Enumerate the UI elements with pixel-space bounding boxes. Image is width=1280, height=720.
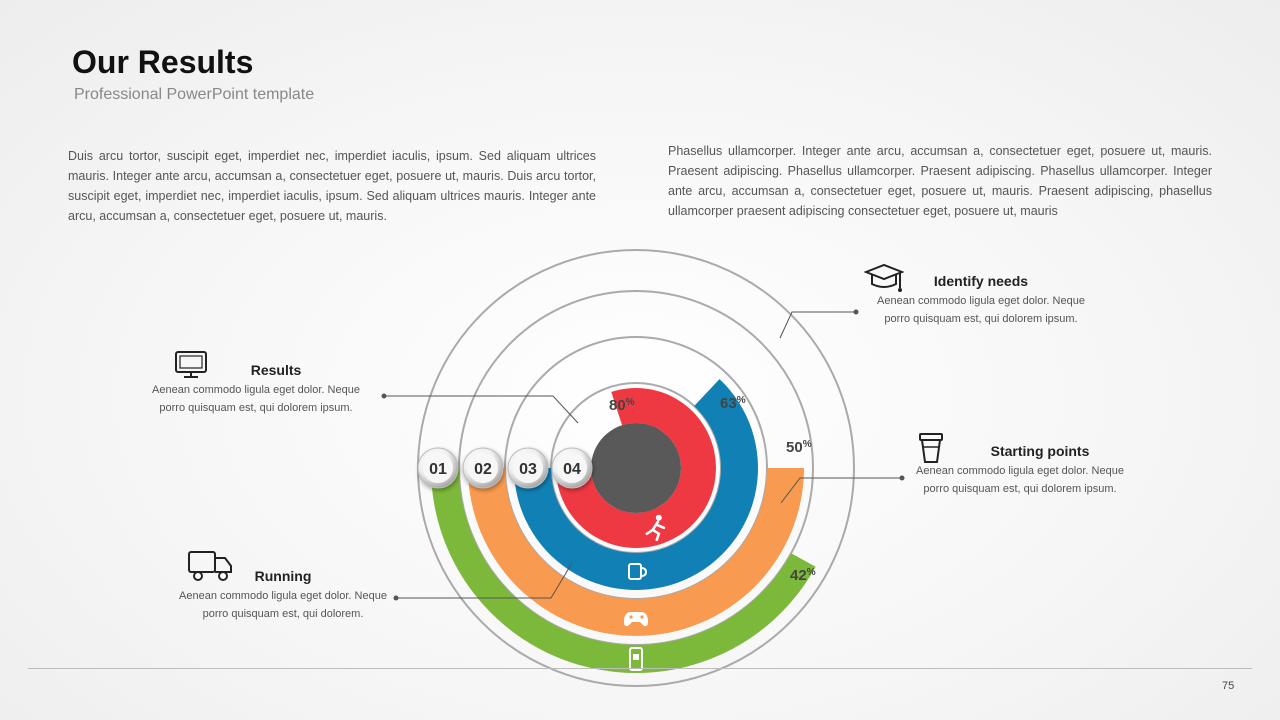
ring-arc-04	[556, 387, 716, 548]
percent-sign-02: %	[803, 439, 812, 450]
percent-sign-04: %	[626, 397, 635, 408]
page-number: 75	[1222, 680, 1235, 692]
callout-results-desc: Aenean commodo ligula eget dolor. Neque …	[152, 384, 360, 414]
step-ball-02: 02	[462, 447, 504, 489]
intro-paragraph-left: Duis arcu tortor, suscipit eget, imperdi…	[68, 149, 596, 223]
mug-icon	[628, 563, 648, 580]
step-ball-01: 01	[417, 447, 459, 489]
step-ball-03: 03	[507, 447, 549, 489]
callout-identify-title: Identify needs	[933, 273, 1029, 289]
connector-running	[396, 562, 573, 599]
percent-label-01: 42%	[790, 567, 816, 584]
intro-paragraph-right: Phasellus ullamcorper. Integer ante arcu…	[668, 144, 1212, 218]
callout-starting: Starting points Aenean commodo ligula eg…	[906, 442, 1134, 498]
callout-starting-title: Starting points	[990, 443, 1090, 459]
ring-arc-01	[431, 468, 816, 674]
callout-running: Running Aenean commodo ligula eget dolor…	[170, 567, 396, 623]
step-number-03: 03	[519, 461, 537, 478]
percent-label-03: 63%	[720, 395, 746, 412]
percent-value-01: 42	[790, 567, 807, 584]
truck-icon	[188, 551, 232, 581]
step-number-01: 01	[429, 461, 447, 478]
center-disc	[591, 423, 681, 513]
runner-icon	[645, 514, 666, 542]
callout-running-desc: Aenean commodo ligula eget dolor. Neque …	[179, 590, 387, 620]
percent-value-03: 63	[720, 395, 737, 412]
percent-sign-03: %	[737, 395, 746, 406]
percent-value-04: 80	[609, 397, 626, 414]
connector-identify	[779, 311, 856, 339]
ring-arc-02	[468, 468, 804, 636]
callout-identify-desc: Aenean commodo ligula eget dolor. Neque …	[877, 295, 1085, 325]
footer-divider	[28, 668, 1252, 669]
step-number-02: 02	[474, 461, 492, 478]
callout-starting-desc: Aenean commodo ligula eget dolor. Neque …	[916, 465, 1124, 495]
step-ball-04: 04	[551, 447, 593, 489]
percent-label-02: 50%	[786, 439, 812, 456]
page-subtitle: Professional PowerPoint template	[74, 86, 315, 103]
ring-arc-03	[514, 379, 759, 590]
percent-sign-01: %	[807, 567, 816, 578]
gamepad-icon	[624, 612, 648, 627]
connector-starting	[780, 477, 902, 504]
callout-identify: Identify needs Aenean commodo ligula ege…	[866, 272, 1096, 328]
percent-value-02: 50	[786, 439, 803, 456]
mobile-app-icon	[629, 647, 643, 671]
callout-results: Results Aenean commodo ligula eget dolor…	[146, 361, 366, 417]
coffee-cup-icon	[919, 433, 943, 463]
graduation-cap-icon	[864, 263, 904, 292]
page-title: Our Results	[72, 44, 254, 80]
connector-results	[384, 395, 579, 424]
step-number-04: 04	[563, 461, 581, 478]
percent-label-04: 80%	[609, 397, 635, 414]
monitor-icon	[175, 351, 207, 378]
callout-running-title: Running	[254, 568, 312, 584]
callout-results-title: Results	[250, 362, 302, 378]
